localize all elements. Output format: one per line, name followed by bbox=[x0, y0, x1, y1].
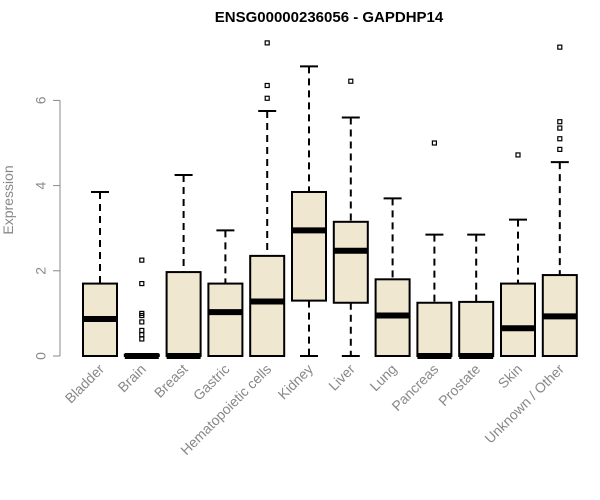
category-label: Liver bbox=[325, 361, 358, 394]
box-kidney bbox=[291, 65, 327, 357]
box-brain bbox=[123, 257, 160, 359]
outlier-point bbox=[264, 82, 270, 89]
iqr-box bbox=[332, 220, 369, 304]
outlier-point bbox=[139, 327, 145, 334]
category-label: Bladder bbox=[62, 361, 108, 407]
y-tick-label: 0 bbox=[33, 352, 49, 360]
iqr-box bbox=[416, 301, 453, 357]
box-bladder bbox=[82, 190, 118, 357]
category-label: Skin bbox=[495, 361, 526, 392]
category-label: Unknown / Other bbox=[481, 361, 567, 447]
y-tick-label: 2 bbox=[33, 267, 49, 275]
outlier-point bbox=[139, 310, 145, 316]
outlier-point bbox=[264, 95, 270, 101]
outlier-point bbox=[139, 280, 145, 287]
y-axis-label: Expression bbox=[0, 165, 16, 234]
box-lung bbox=[374, 197, 411, 358]
outlier-point bbox=[557, 125, 563, 131]
box-skin bbox=[500, 152, 536, 357]
outlier-point bbox=[139, 332, 145, 338]
chart-title: ENSG00000236056 - GAPDHP14 bbox=[215, 9, 444, 26]
outlier-point bbox=[557, 146, 563, 152]
box-unknown-other bbox=[541, 44, 578, 357]
iqr-box bbox=[207, 282, 244, 357]
outlier-point bbox=[139, 336, 145, 342]
box-breast bbox=[165, 173, 202, 359]
outlier-point bbox=[348, 78, 354, 84]
category-label: Breast bbox=[151, 361, 191, 401]
outlier-point bbox=[557, 119, 563, 125]
boxes-group bbox=[82, 40, 578, 359]
y-axis: 0 2 4 6 bbox=[33, 96, 61, 360]
iqr-box bbox=[291, 190, 327, 302]
box-hematopoietic-cells bbox=[249, 40, 286, 357]
iqr-box bbox=[165, 271, 202, 357]
category-label: Lung bbox=[366, 361, 399, 394]
iqr-box bbox=[249, 254, 286, 357]
box-pancreas bbox=[416, 140, 453, 359]
y-tick-label: 4 bbox=[33, 181, 49, 189]
category-label: Brain bbox=[114, 361, 148, 395]
outlier-point bbox=[264, 40, 270, 46]
box-liver bbox=[332, 78, 369, 357]
y-tick-label: 6 bbox=[33, 96, 49, 104]
outlier-point bbox=[557, 44, 563, 50]
category-label: Kidney bbox=[275, 361, 317, 403]
outlier-point bbox=[515, 152, 521, 158]
outlier-point bbox=[557, 136, 563, 142]
outlier-point bbox=[139, 319, 145, 325]
outlier-point bbox=[431, 140, 437, 146]
iqr-box bbox=[500, 282, 536, 357]
box-prostate bbox=[458, 233, 495, 359]
iqr-box bbox=[458, 300, 495, 358]
box-gastric bbox=[207, 229, 244, 357]
category-label: Prostate bbox=[435, 361, 483, 409]
outlier-point bbox=[139, 257, 145, 263]
